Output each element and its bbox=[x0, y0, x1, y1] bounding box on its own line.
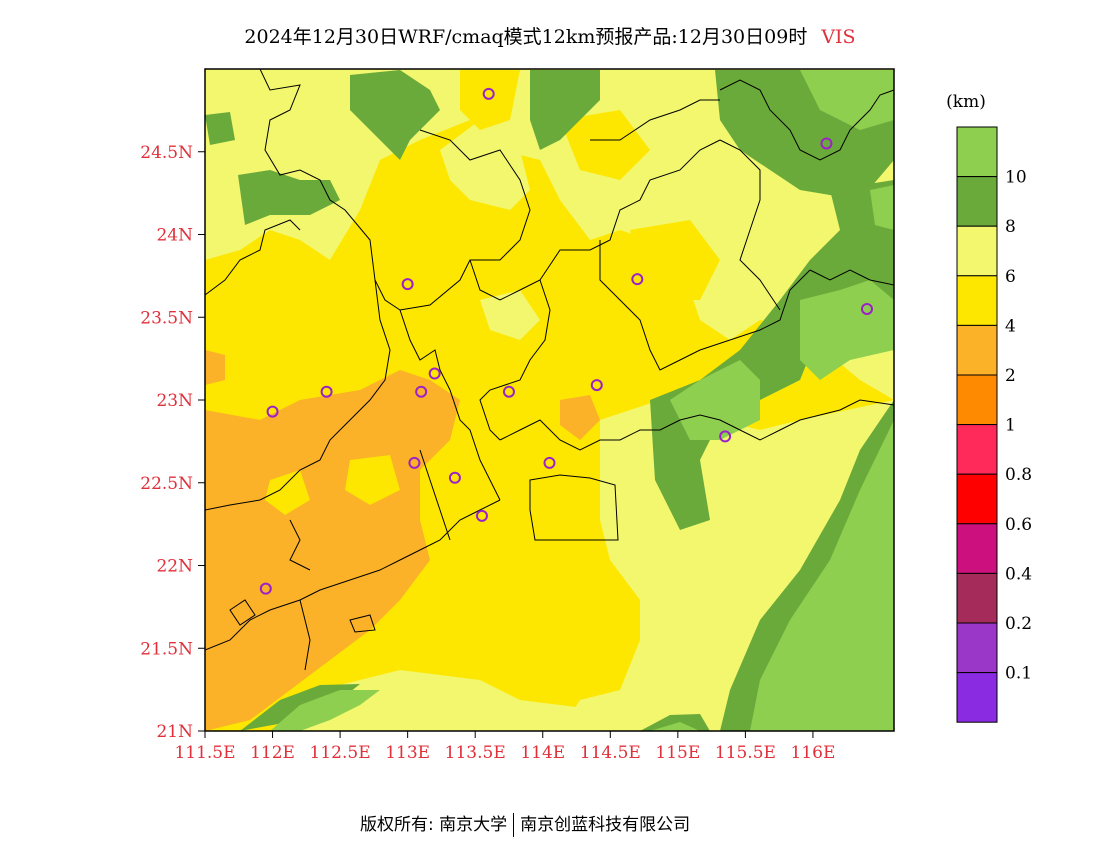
lon-tick-label: 112E bbox=[250, 743, 295, 763]
colorbar-segment bbox=[956, 424, 998, 475]
admin-boundaries bbox=[205, 69, 894, 671]
colorbar-segment bbox=[956, 126, 998, 178]
colorbar-tick-label: 4 bbox=[1005, 316, 1016, 336]
lon-tick-label: 115E bbox=[655, 743, 700, 763]
station-marker bbox=[543, 456, 556, 469]
colorbar-tick-label: 6 bbox=[1005, 267, 1016, 287]
lat-tick-label: 21N bbox=[156, 722, 193, 742]
colorbar-unit: (km) bbox=[946, 92, 986, 112]
colorbar-segment bbox=[956, 275, 998, 326]
station-marker bbox=[860, 302, 873, 315]
lon-tick-label: 116E bbox=[791, 743, 836, 763]
colorbar-labels: 10 8 6 4 2 1 0.8 0.6 0.4 0.2 0.1 bbox=[1005, 168, 1032, 684]
station-marker bbox=[428, 367, 441, 380]
lat-tick-label: 22.5N bbox=[140, 474, 193, 494]
station-marker bbox=[415, 385, 428, 398]
footer-left: 版权所有: 南京大学 bbox=[360, 815, 508, 835]
station-marker bbox=[408, 456, 421, 469]
colorbar-tick-label: 0.1 bbox=[1005, 664, 1032, 684]
colorbar-segment bbox=[956, 572, 998, 624]
colorbar-segment bbox=[956, 324, 998, 376]
colorbar-segment bbox=[956, 473, 998, 525]
title-main: 2024年12月30日WRF/cmaq模式12km预报产品:12月30日09时 bbox=[244, 26, 808, 48]
colorbar-tick-label: 2 bbox=[1005, 366, 1016, 386]
colorbar-segment bbox=[956, 225, 998, 277]
lat-tick-label: 21.5N bbox=[140, 639, 193, 659]
map-title: 2024年12月30日WRF/cmaq模式12km预报产品:12月30日09时 V… bbox=[0, 22, 1100, 49]
colorbar-segment bbox=[956, 672, 998, 723]
lat-tick-label: 24N bbox=[156, 226, 193, 246]
lon-tick-label: 112.5E bbox=[310, 743, 371, 763]
title-variable: VIS bbox=[821, 26, 856, 48]
lon-tick-label: 114.5E bbox=[580, 743, 641, 763]
station-marker bbox=[475, 509, 488, 522]
colorbar-segment bbox=[956, 374, 998, 426]
station-marker bbox=[631, 273, 644, 286]
monitoring-stations bbox=[259, 87, 873, 595]
colorbar-tick-label: 0.8 bbox=[1005, 465, 1032, 485]
colorbar-tick-label: 0.4 bbox=[1005, 564, 1032, 584]
colorbar-tick-label: 0.6 bbox=[1005, 515, 1032, 535]
footer-separator bbox=[513, 813, 515, 837]
lon-tick-label: 111.5E bbox=[174, 743, 235, 763]
station-marker bbox=[502, 385, 515, 398]
lon-tick-label: 114E bbox=[520, 743, 565, 763]
visibility-field bbox=[205, 69, 894, 731]
lon-tick-label: 113.5E bbox=[445, 743, 506, 763]
colorbar-tick-label: 1 bbox=[1005, 416, 1016, 436]
colorbar-tick-label: 10 bbox=[1005, 168, 1027, 188]
lat-tick-label: 22N bbox=[156, 557, 193, 577]
station-marker bbox=[590, 379, 603, 392]
lat-tick-label: 23.5N bbox=[140, 308, 193, 328]
colorbar-tick-label: 0.2 bbox=[1005, 614, 1032, 634]
colorbar-segment bbox=[956, 523, 998, 574]
colorbar-segment bbox=[956, 622, 998, 674]
station-marker bbox=[320, 385, 333, 398]
colorbar-segment bbox=[956, 176, 998, 227]
lon-tick-label: 115.5E bbox=[715, 743, 776, 763]
lat-tick-label: 24.5N bbox=[140, 143, 193, 163]
longitude-axis: 111.5E 112E 112.5E 113E 113.5E 114E 114.5E 115E… bbox=[174, 731, 835, 763]
copyright-footer: 版权所有: 南京大学 南京创蓝科技有限公司 bbox=[360, 810, 690, 837]
station-marker bbox=[719, 430, 732, 443]
lat-tick-label: 23N bbox=[156, 391, 193, 411]
station-marker bbox=[482, 87, 495, 100]
latitude-axis: 24.5N 24N 23.5N 23N 22.5N 22N 21.5N 21N bbox=[140, 143, 205, 742]
lon-tick-label: 113E bbox=[385, 743, 430, 763]
station-marker bbox=[448, 471, 461, 484]
station-marker bbox=[266, 405, 279, 418]
colorbar bbox=[956, 126, 998, 723]
colorbar-tick-label: 8 bbox=[1005, 217, 1016, 237]
station-marker bbox=[259, 582, 272, 595]
station-marker bbox=[401, 278, 414, 291]
station-marker bbox=[820, 137, 833, 150]
footer-right: 南京创蓝科技有限公司 bbox=[520, 815, 691, 835]
